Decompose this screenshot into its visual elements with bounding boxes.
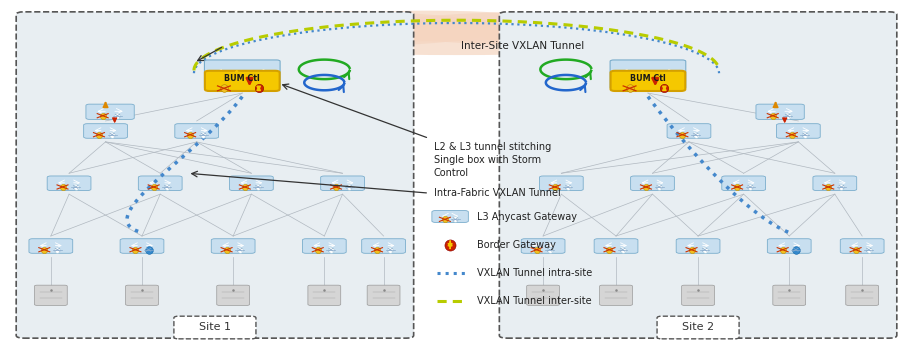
FancyBboxPatch shape xyxy=(600,285,633,306)
Text: L2 & L3 tunnel stitching
Single box with Storm
Control: L2 & L3 tunnel stitching Single box with… xyxy=(434,142,551,178)
Text: BUM Ctl: BUM Ctl xyxy=(225,74,260,83)
FancyBboxPatch shape xyxy=(308,285,341,306)
FancyBboxPatch shape xyxy=(174,124,218,138)
Text: Site 1: Site 1 xyxy=(199,322,231,332)
FancyBboxPatch shape xyxy=(16,12,414,338)
FancyBboxPatch shape xyxy=(594,239,638,253)
FancyBboxPatch shape xyxy=(320,176,364,190)
FancyBboxPatch shape xyxy=(776,124,820,138)
FancyBboxPatch shape xyxy=(521,239,565,253)
FancyBboxPatch shape xyxy=(216,285,249,306)
FancyBboxPatch shape xyxy=(756,104,804,119)
Ellipse shape xyxy=(287,10,572,41)
FancyBboxPatch shape xyxy=(84,124,128,138)
FancyBboxPatch shape xyxy=(722,176,765,190)
FancyBboxPatch shape xyxy=(527,285,560,306)
FancyBboxPatch shape xyxy=(611,71,686,91)
FancyBboxPatch shape xyxy=(540,176,583,190)
FancyBboxPatch shape xyxy=(121,239,163,253)
FancyBboxPatch shape xyxy=(682,285,715,306)
FancyBboxPatch shape xyxy=(813,176,856,190)
FancyBboxPatch shape xyxy=(667,124,711,138)
Text: VXLAN Tunnel intra-site: VXLAN Tunnel intra-site xyxy=(477,268,593,278)
Text: BUM Ctl: BUM Ctl xyxy=(630,74,666,83)
FancyBboxPatch shape xyxy=(677,239,720,253)
FancyBboxPatch shape xyxy=(126,285,158,306)
Text: Border Gateway: Border Gateway xyxy=(477,240,556,250)
Ellipse shape xyxy=(183,20,730,55)
FancyBboxPatch shape xyxy=(362,239,405,253)
FancyBboxPatch shape xyxy=(29,239,73,253)
Text: Inter-Site VXLAN Tunnel: Inter-Site VXLAN Tunnel xyxy=(461,41,584,51)
FancyBboxPatch shape xyxy=(610,60,686,89)
FancyBboxPatch shape xyxy=(229,176,273,190)
FancyBboxPatch shape xyxy=(35,285,68,306)
FancyBboxPatch shape xyxy=(211,239,255,253)
Text: Intra-Fabric VXLAN Tunnel: Intra-Fabric VXLAN Tunnel xyxy=(434,188,561,198)
Text: Site 2: Site 2 xyxy=(682,322,714,332)
Ellipse shape xyxy=(169,11,498,47)
FancyBboxPatch shape xyxy=(840,239,884,253)
FancyBboxPatch shape xyxy=(173,316,256,339)
Ellipse shape xyxy=(484,22,714,49)
FancyBboxPatch shape xyxy=(86,104,134,119)
FancyBboxPatch shape xyxy=(631,176,675,190)
FancyBboxPatch shape xyxy=(432,211,468,222)
FancyBboxPatch shape xyxy=(302,239,346,253)
Text: VXLAN Tunnel inter-site: VXLAN Tunnel inter-site xyxy=(477,295,593,306)
FancyBboxPatch shape xyxy=(657,316,740,339)
FancyBboxPatch shape xyxy=(47,176,91,190)
Text: L3 Anycast Gateway: L3 Anycast Gateway xyxy=(477,212,577,222)
FancyBboxPatch shape xyxy=(499,12,897,338)
Ellipse shape xyxy=(202,24,410,48)
FancyBboxPatch shape xyxy=(845,285,878,306)
FancyBboxPatch shape xyxy=(205,60,280,89)
FancyBboxPatch shape xyxy=(367,285,400,306)
FancyBboxPatch shape xyxy=(205,71,279,91)
FancyBboxPatch shape xyxy=(772,285,805,306)
FancyBboxPatch shape xyxy=(139,176,182,190)
FancyBboxPatch shape xyxy=(767,239,811,253)
Ellipse shape xyxy=(374,12,692,45)
